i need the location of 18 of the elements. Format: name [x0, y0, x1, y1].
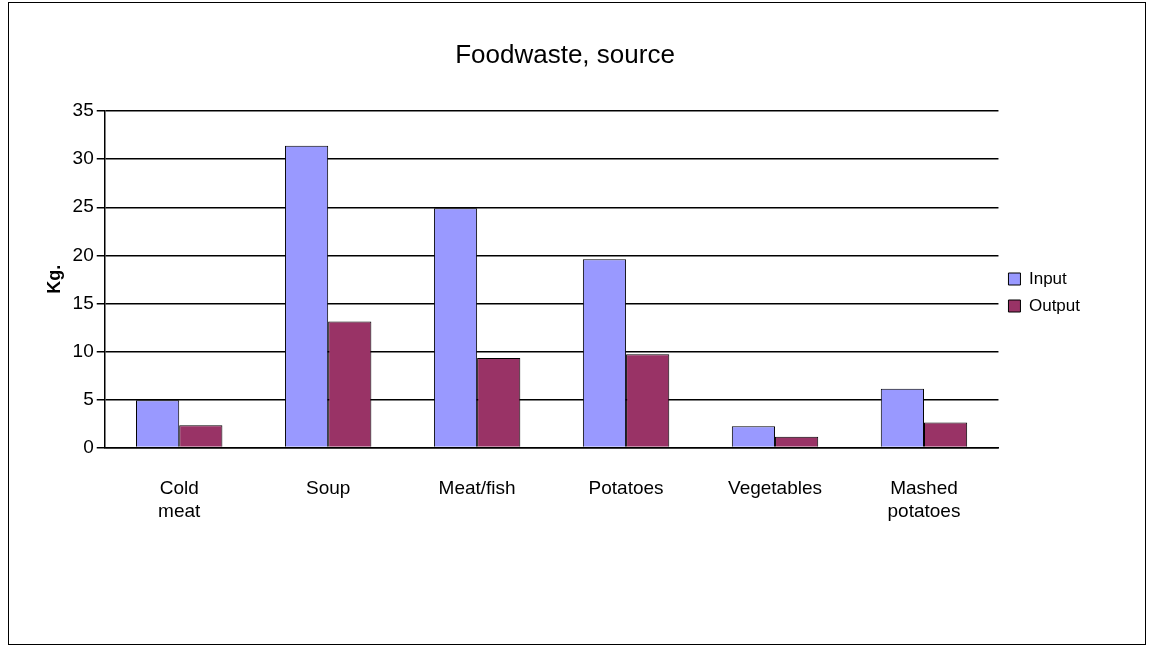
x-tick-label: Meat/fish	[438, 477, 516, 499]
legend-label: Input	[1028, 268, 1068, 288]
y-tick-label: 15	[72, 291, 94, 313]
legend-label: Output	[1028, 295, 1081, 315]
y-tick-label: 20	[72, 243, 94, 265]
y-tick-label: 25	[72, 195, 94, 217]
x-tick-label: Vegetables	[728, 477, 823, 499]
x-tick-label: Potatoes	[588, 477, 664, 499]
y-tick-label: 0	[83, 435, 94, 457]
y-tick-label: 10	[72, 339, 94, 361]
x-tick-label: Cold meat	[158, 477, 202, 521]
x-tick-label: Soup	[305, 477, 351, 499]
chart-title: Foodwaste, source	[455, 38, 675, 69]
y-tick-label: 30	[72, 147, 94, 169]
y-tick-label: 35	[72, 99, 94, 121]
x-tick-label: Mashed potatoes	[887, 477, 961, 521]
y-axis-title: Kg.	[43, 264, 64, 294]
y-tick-label: 5	[83, 387, 94, 409]
